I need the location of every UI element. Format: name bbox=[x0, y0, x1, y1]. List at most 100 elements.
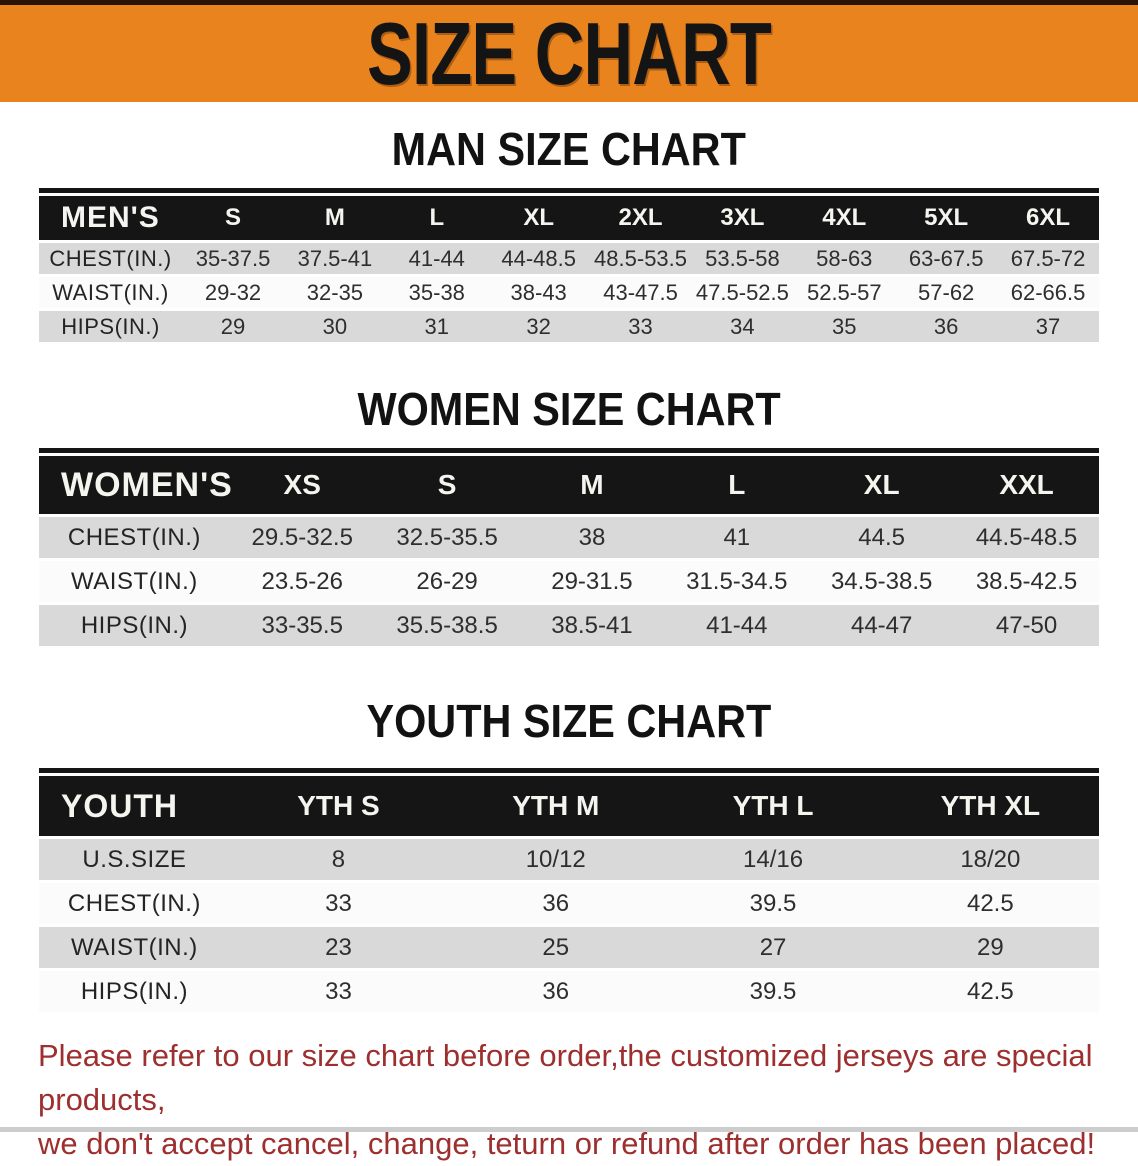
size-column-header: YTH XL bbox=[881, 776, 1099, 838]
size-value-cell: 14/16 bbox=[743, 845, 804, 873]
table-top-border bbox=[39, 448, 1099, 453]
size-value-cell: 44-47 bbox=[850, 611, 913, 639]
size-value-cell: 47-50 bbox=[995, 611, 1058, 639]
section-heading: WOMEN SIZE CHART bbox=[0, 386, 1138, 432]
size-value-cell: 35 bbox=[832, 313, 857, 339]
table-row: WAIST(IN.) 23.5-26 26-29 29-31.5 31.5-34.5 34… bbox=[39, 559, 1099, 604]
section-heading: MAN SIZE CHART bbox=[0, 126, 1138, 172]
size-column-header: M bbox=[283, 196, 386, 242]
size-value-cell: 48.5-53.5 bbox=[594, 245, 688, 271]
row-label: HIPS(IN.) bbox=[80, 611, 188, 639]
size-value-cell: 33-35.5 bbox=[261, 611, 343, 639]
size-value-cell: 37 bbox=[1035, 313, 1061, 339]
size-column-header: L bbox=[664, 456, 810, 516]
size-value-cell: 33 bbox=[628, 313, 653, 339]
size-value-cell: 67.5-72 bbox=[1010, 245, 1086, 271]
size-chart-section: MAN SIZE CHART MEN'S S M L XL 2XL 3XL 4XL 5XL 6XL C… bbox=[0, 126, 1138, 342]
size-column-header: L bbox=[385, 196, 488, 242]
size-column-header: 4XL bbox=[793, 196, 896, 242]
size-value-cell: 33 bbox=[325, 889, 352, 917]
size-column-header: 2XL bbox=[589, 196, 692, 242]
footer-notice: Please refer to our size chart before or… bbox=[38, 1034, 1138, 1166]
size-column-header: S bbox=[182, 196, 284, 242]
size-value-cell: 53.5-58 bbox=[705, 245, 780, 271]
size-column-header: YTH M bbox=[447, 776, 665, 838]
size-value-cell: 29 bbox=[220, 313, 246, 339]
size-value-cell: 37.5-41 bbox=[297, 245, 373, 271]
size-value-cell: 44.5-48.5 bbox=[975, 523, 1078, 551]
size-value-cell: 42.5 bbox=[966, 977, 1014, 1005]
size-value-cell: 44-48.5 bbox=[501, 245, 576, 271]
size-value-cell: 31.5-34.5 bbox=[686, 567, 788, 595]
size-value-cell: 34 bbox=[730, 313, 755, 339]
size-value-cell: 62-66.5 bbox=[1010, 279, 1086, 305]
banner: SIZE CHART bbox=[0, 0, 1138, 102]
size-value-cell: 8 bbox=[331, 845, 346, 873]
size-value-cell: 58-63 bbox=[816, 245, 873, 271]
size-table: WOMEN'S XS S M L XL XXL CHEST(IN.) 29.5-32.5 32.5… bbox=[39, 448, 1099, 646]
row-label: CHEST(IN.) bbox=[67, 889, 201, 917]
table-top-border bbox=[39, 768, 1099, 773]
table-row: WAIST(IN.) 29-32 32-35 35-38 38-43 43-47.5 47.… bbox=[39, 275, 1099, 310]
table-row: CHEST(IN.) 35-37.5 37.5-41 41-44 44-48.5 48.5… bbox=[39, 241, 1099, 276]
table-row: WAIST(IN.) 23 25 27 29 bbox=[39, 925, 1099, 970]
size-value-cell: 41 bbox=[723, 523, 751, 551]
size-column-header: M bbox=[519, 456, 665, 516]
size-value-cell: 38 bbox=[578, 523, 606, 551]
size-value-cell: 39.5 bbox=[749, 889, 797, 917]
page-title: SIZE CHART bbox=[366, 3, 772, 103]
size-value-cell: 27 bbox=[759, 933, 787, 961]
size-value-cell: 25 bbox=[542, 933, 570, 961]
size-column-header: XXL bbox=[954, 456, 1099, 516]
size-value-cell: 32 bbox=[526, 313, 551, 339]
size-column-header: XL bbox=[487, 196, 590, 242]
bottom-edge-strip bbox=[0, 1127, 1138, 1132]
row-label: CHEST(IN.) bbox=[49, 245, 172, 271]
size-column-header: XS bbox=[229, 456, 375, 516]
table-row: HIPS(IN.) 33 36 39.5 42.5 bbox=[39, 969, 1099, 1012]
size-value-cell: 31 bbox=[424, 313, 450, 339]
size-value-cell: 41-44 bbox=[408, 245, 465, 271]
size-value-cell: 35-37.5 bbox=[195, 245, 271, 271]
size-value-cell: 52.5-57 bbox=[806, 279, 882, 305]
section-heading-text: WOMEN SIZE CHART bbox=[357, 383, 781, 435]
sections-container: MAN SIZE CHART MEN'S S M L XL 2XL 3XL 4XL 5XL 6XL C… bbox=[0, 126, 1138, 1012]
size-value-cell: 63-67.5 bbox=[908, 245, 984, 271]
size-value-cell: 36 bbox=[542, 889, 570, 917]
row-label: HIPS(IN.) bbox=[61, 313, 160, 339]
size-table: YOUTH YTH S YTH M YTH L YTH XL U.S.SIZE 8 10/12… bbox=[39, 768, 1099, 1012]
size-value-cell: 18/20 bbox=[960, 845, 1021, 873]
size-column-header: S bbox=[374, 456, 520, 516]
table-top-border bbox=[39, 188, 1099, 193]
size-value-cell: 32-35 bbox=[306, 279, 364, 305]
size-value-cell: 29-32 bbox=[204, 279, 262, 305]
size-column-header: YTH S bbox=[229, 776, 448, 838]
size-value-cell: 57-62 bbox=[918, 279, 975, 305]
size-value-cell: 36 bbox=[933, 313, 959, 339]
table-row: U.S.SIZE 8 10/12 14/16 18/20 bbox=[39, 837, 1099, 882]
size-value-cell: 29 bbox=[976, 933, 1004, 961]
row-label: WAIST(IN.) bbox=[52, 279, 169, 305]
size-value-cell: 10/12 bbox=[525, 845, 586, 873]
row-label: CHEST(IN.) bbox=[67, 523, 201, 551]
size-value-cell: 29.5-32.5 bbox=[251, 523, 353, 551]
size-value-cell: 33 bbox=[325, 977, 352, 1005]
size-value-cell: 41-44 bbox=[706, 611, 768, 639]
size-value-cell: 38.5-41 bbox=[551, 611, 633, 639]
row-label: WAIST(IN.) bbox=[71, 933, 198, 961]
size-column-header: 5XL bbox=[895, 196, 998, 242]
size-value-cell: 35.5-38.5 bbox=[396, 611, 498, 639]
size-value-cell: 23 bbox=[325, 933, 352, 961]
size-chart-section: YOUTH SIZE CHART YOUTH YTH S YTH M YTH L YTH … bbox=[0, 698, 1138, 1012]
size-value-cell: 42.5 bbox=[966, 889, 1014, 917]
size-table: MEN'S S M L XL 2XL 3XL 4XL 5XL 6XL CHEST(IN.) 35-37… bbox=[39, 188, 1099, 342]
table-group-label: MEN'S bbox=[39, 196, 183, 242]
size-value-cell: 30 bbox=[322, 313, 348, 339]
size-value-cell: 44.5 bbox=[858, 523, 906, 551]
table-row: HIPS(IN.) 33-35.5 35.5-38.5 38.5-41 41-44 44-… bbox=[39, 603, 1099, 646]
size-chart-section: WOMEN SIZE CHART WOMEN'S XS S M L XL XXL CHEST(I… bbox=[0, 386, 1138, 646]
table-group-label: WOMEN'S bbox=[39, 456, 232, 516]
size-value-cell: 43-47.5 bbox=[603, 279, 678, 305]
size-column-header: 6XL bbox=[997, 196, 1099, 242]
table-row: CHEST(IN.) 33 36 39.5 42.5 bbox=[39, 881, 1099, 926]
